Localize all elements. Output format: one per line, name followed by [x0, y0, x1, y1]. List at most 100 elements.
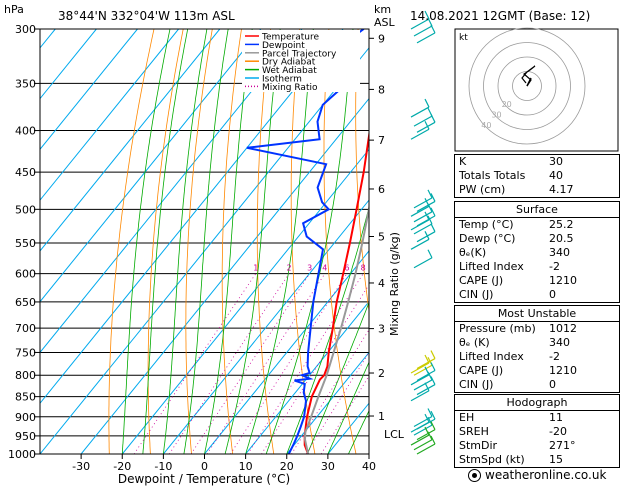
mu-row: CIN (J) 0 [459, 378, 556, 391]
wind-barb [416, 114, 436, 133]
wet-adiabat-line [142, 29, 189, 454]
temp-tick-label: 20 [280, 460, 294, 473]
temp-tick-label: 30 [321, 460, 335, 473]
wind-barb-flag [427, 203, 433, 213]
temp-tick-label: -10 [154, 460, 172, 473]
dry-adiabat-line [355, 29, 369, 314]
wind-barb-staff [413, 424, 433, 436]
surface-row: CIN (J) 0 [459, 288, 556, 301]
wind-barb-staff [410, 374, 430, 386]
temp-tick-label: 40 [362, 460, 376, 473]
wind-barb-flag [430, 376, 436, 385]
km-tick-label: 2 [378, 367, 385, 380]
mixing-ratio-label: 10 [371, 264, 381, 273]
isotherm-line [40, 29, 179, 201]
x-axis-label: Dewpoint / Temperature (°C) [118, 472, 290, 486]
wind-barb-flag [427, 215, 433, 225]
mu-row: θₑ (K) 340 [459, 336, 570, 349]
wind-barb [410, 413, 430, 433]
wind-barb-flag [430, 193, 436, 202]
pressure-tick-label: 550 [15, 237, 36, 250]
wind-barb-flag [427, 416, 433, 426]
location-title: 38°44'N 332°04'W 113m ASL [58, 9, 235, 23]
index-row-k: K 30 [459, 155, 563, 168]
legend-label: Parcel Trajectory [262, 49, 337, 59]
profile-dewpoint [246, 29, 365, 454]
wind-barb [410, 366, 430, 386]
mu-row: Pressure (mb) 1012 [459, 322, 577, 335]
wind-barb [410, 120, 430, 140]
km-tick-label: 6 [378, 183, 385, 196]
pressure-tick-label: 800 [15, 369, 36, 382]
wind-barb-staff [416, 32, 436, 44]
wind-barb-flag [427, 408, 433, 417]
km-label: km [374, 3, 391, 16]
surface-row: Lifted Index -2 [459, 260, 560, 273]
lcl-label: LCL [384, 428, 405, 441]
wind-barb-staff [410, 238, 430, 250]
temp-tick-label: -20 [113, 460, 131, 473]
wind-barb-staff [410, 106, 430, 118]
dry-adiabat-line [620, 29, 629, 454]
wind-barb-flag [427, 371, 433, 381]
temp-tick-label: 0 [201, 460, 208, 473]
hodo-row: SREH -20 [459, 425, 567, 438]
wind-barb-flag [427, 17, 433, 27]
hpa-label: hPa [4, 3, 24, 16]
wind-barb-staff [410, 390, 430, 402]
wind-barb-staff [410, 219, 430, 231]
wind-barb-flag [427, 189, 433, 199]
mixing-ratio-line [230, 273, 348, 454]
dry-adiabat-line [108, 29, 155, 454]
wind-barb-flag [424, 120, 430, 130]
pressure-tick-label: 600 [15, 268, 36, 281]
wind-barb-staff [410, 18, 430, 30]
wet-adiabat-line [306, 301, 369, 454]
wind-barb-flag [430, 421, 436, 430]
legend-label: Mixing Ratio [262, 83, 318, 93]
surface-row: Temp (°C) 25.2 [459, 218, 574, 231]
wet-adiabat-line [204, 29, 253, 454]
isotherm-line [40, 29, 138, 151]
km-tick-label: 4 [378, 277, 385, 290]
hodograph-table: Hodograph EH 11 SREH -20 StmDir 271° StmSpd… [454, 394, 620, 468]
wind-barb-flag [424, 231, 430, 240]
km-tick-label: 3 [378, 323, 385, 336]
wind-barb [413, 203, 433, 223]
wind-barb-flag [430, 362, 436, 371]
legend-label: Temperature [261, 33, 319, 43]
wet-adiabat-line [327, 361, 369, 454]
hodo-row: EH 11 [459, 411, 563, 424]
wind-barb-staff [416, 358, 436, 370]
mixing-ratio-label: 25 [427, 264, 437, 273]
km-tick-label: 8 [378, 83, 385, 96]
pressure-tick-label: 1000 [8, 448, 36, 461]
wind-barb-flag [424, 382, 430, 392]
wind-barb-staff [413, 439, 433, 451]
footer-credit[interactable]: weatheronline.co.uk [468, 468, 606, 482]
mixing-ratio-label: 1 [253, 264, 258, 273]
dry-adiabat-line [185, 29, 213, 454]
wind-barb-staff [410, 128, 430, 140]
hodograph-frame [454, 28, 619, 152]
wind-barb-staff [413, 257, 433, 269]
wind-barb [413, 431, 433, 451]
pressure-tick-label: 850 [15, 391, 36, 404]
isotherm-line [40, 29, 344, 405]
wind-barb-flag [430, 435, 436, 445]
wet-adiabat-line [286, 205, 369, 454]
isotherm-line [40, 29, 303, 354]
mixing-ratio-line [190, 273, 311, 454]
wind-barb-staff [413, 115, 433, 127]
hodo-row: StmSpd (kt) 15 [459, 453, 563, 466]
wind-barb [410, 231, 430, 250]
isotherm-line [121, 148, 369, 454]
surface-row: CAPE (J) 1210 [459, 274, 577, 287]
pressure-tick-label: 650 [15, 296, 36, 309]
wind-barb [413, 408, 433, 428]
profile-parcel-trajectory [303, 203, 369, 454]
pressure-tick-label: 450 [15, 166, 36, 179]
hodograph-ring-label: 40 [481, 121, 491, 130]
legend-label: Dry Adiabat [262, 58, 316, 68]
wind-barb-flag [430, 207, 436, 217]
